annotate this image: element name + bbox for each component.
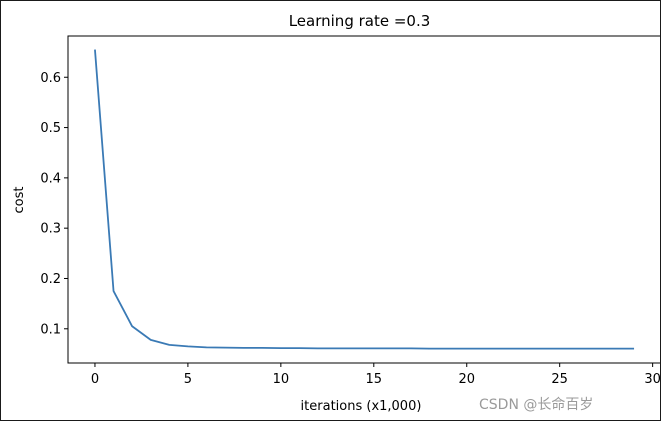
y-tick-label: 0.3	[40, 222, 61, 237]
x-tick-label: 5	[184, 372, 192, 387]
x-axis-ticks: 0 5 10 15 20 25 30	[91, 363, 660, 387]
y-tick-label: 0.2	[40, 272, 61, 287]
x-tick-label: 0	[91, 372, 99, 387]
cost-series-line	[94, 49, 635, 350]
y-tick-label: 0.5	[40, 121, 61, 136]
watermark: CSDN @长命百岁 ️	[479, 397, 598, 413]
x-tick-label: 25	[551, 372, 568, 387]
y-tick-label: 0.6	[40, 71, 61, 86]
chart-title: Learning rate =0.3	[289, 12, 431, 30]
y-axis-ticks: 0.1 0.2 0.3 0.4 0.5 0.6	[40, 71, 68, 337]
x-tick-label: 20	[458, 372, 475, 387]
x-tick-label: 10	[273, 372, 290, 387]
x-tick-label: 15	[366, 372, 383, 387]
y-tick-label: 0.1	[40, 322, 61, 337]
y-tick-label: 0.4	[40, 171, 61, 186]
x-tick-label: 30	[644, 372, 660, 387]
y-axis-label: cost	[12, 187, 27, 214]
plot-area	[67, 35, 660, 364]
x-axis-label: iterations (x1,000)	[301, 399, 422, 414]
